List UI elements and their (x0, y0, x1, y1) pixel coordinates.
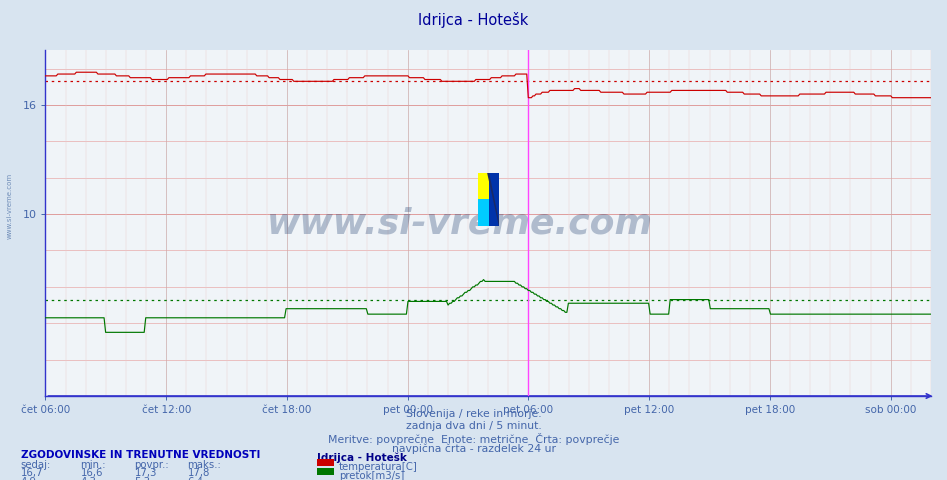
Text: Slovenija / reke in morje.: Slovenija / reke in morje. (405, 409, 542, 419)
Text: maks.:: maks.: (188, 460, 222, 470)
Text: 16,7: 16,7 (21, 468, 44, 479)
Text: ZGODOVINSKE IN TRENUTNE VREDNOSTI: ZGODOVINSKE IN TRENUTNE VREDNOSTI (21, 450, 260, 460)
Text: Idrijca - Hotešk: Idrijca - Hotešk (419, 12, 528, 28)
Text: 4,3: 4,3 (80, 477, 97, 480)
Text: 6,4: 6,4 (188, 477, 204, 480)
Text: www.si-vreme.com: www.si-vreme.com (267, 206, 652, 240)
Bar (478, 173, 489, 199)
Text: pretok[m3/s]: pretok[m3/s] (339, 471, 404, 480)
Polygon shape (487, 173, 499, 227)
Text: 17,8: 17,8 (188, 468, 210, 479)
Text: sedaj:: sedaj: (21, 460, 51, 470)
Text: min.:: min.: (80, 460, 106, 470)
Text: temperatura[C]: temperatura[C] (339, 462, 418, 472)
Text: www.si-vreme.com: www.si-vreme.com (7, 173, 12, 240)
Text: Meritve: povprečne  Enote: metrične  Črta: povprečje: Meritve: povprečne Enote: metrične Črta:… (328, 433, 619, 445)
Text: zadnja dva dni / 5 minut.: zadnja dva dni / 5 minut. (405, 421, 542, 432)
Text: Idrijca - Hotešk: Idrijca - Hotešk (317, 452, 407, 463)
Text: navpična črta - razdelek 24 ur: navpična črta - razdelek 24 ur (391, 444, 556, 454)
Text: 5,3: 5,3 (134, 477, 151, 480)
Text: 4,9: 4,9 (21, 477, 37, 480)
Text: 16,6: 16,6 (80, 468, 103, 479)
Bar (489, 173, 499, 226)
Text: povpr.:: povpr.: (134, 460, 170, 470)
Text: 17,3: 17,3 (134, 468, 157, 479)
Bar (478, 199, 489, 226)
